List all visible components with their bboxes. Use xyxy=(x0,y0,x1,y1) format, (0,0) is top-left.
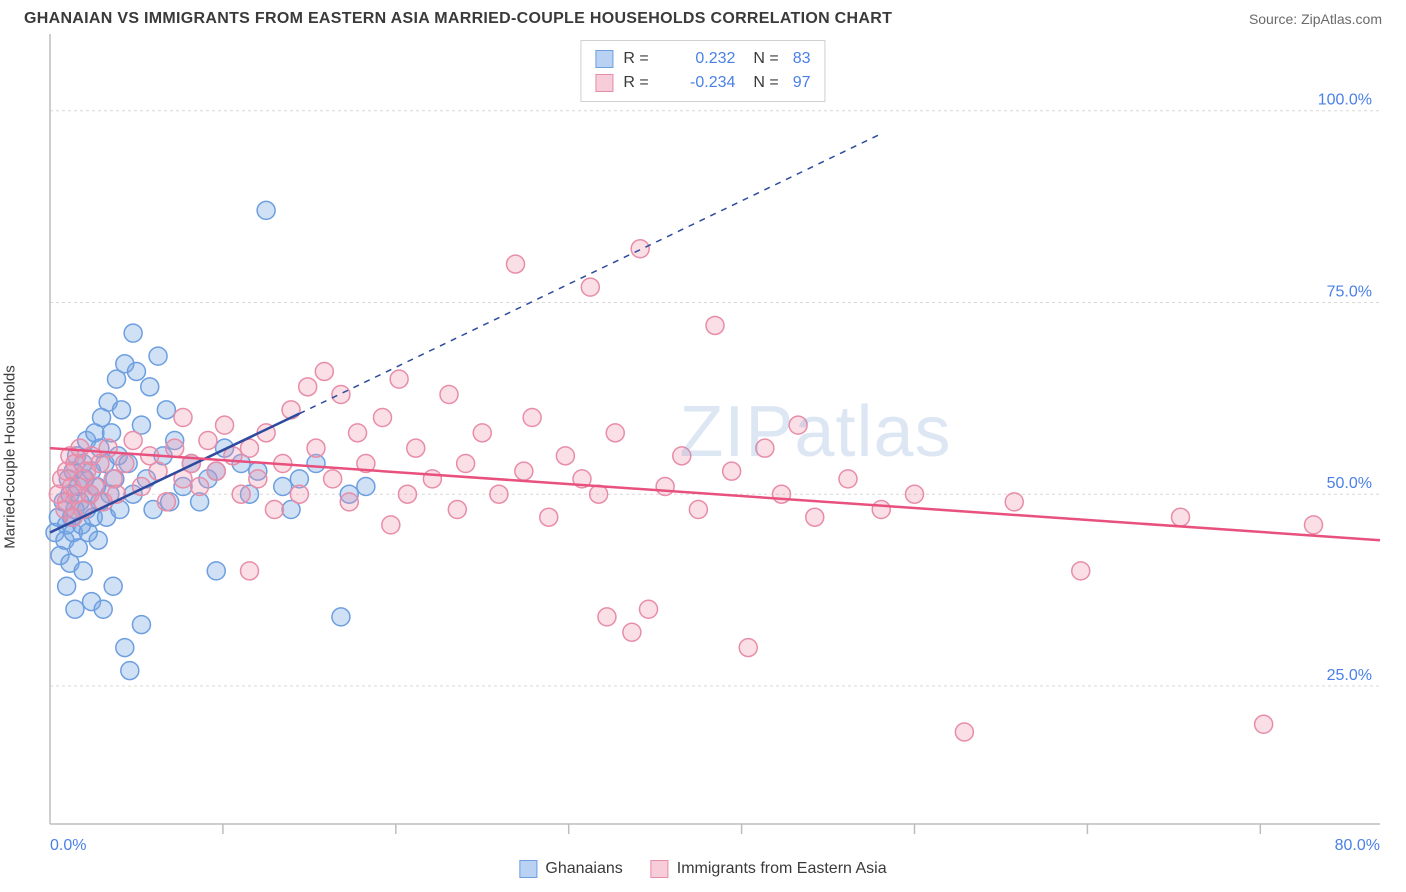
r-value: -0.234 xyxy=(665,71,735,95)
series-legend: Ghanaians Immigrants from Eastern Asia xyxy=(519,860,886,878)
scatter-plot-svg: 25.0% 50.0% 75.0% 100.0% 0.0% 80.0% xyxy=(0,34,1406,854)
series-label: Immigrants from Eastern Asia xyxy=(677,860,887,878)
source-label: Source: ZipAtlas.com xyxy=(1249,11,1382,27)
svg-text:25.0%: 25.0% xyxy=(1327,667,1372,684)
svg-text:0.0%: 0.0% xyxy=(50,837,86,854)
chart-title: GHANAIAN VS IMMIGRANTS FROM EASTERN ASIA… xyxy=(24,10,892,28)
svg-text:50.0%: 50.0% xyxy=(1327,475,1372,492)
n-value: 83 xyxy=(793,47,811,71)
svg-text:100.0%: 100.0% xyxy=(1318,92,1372,109)
chart-area: Married-couple Households 25.0% 50.0% 75.0… xyxy=(0,34,1406,880)
title-bar: GHANAIAN VS IMMIGRANTS FROM EASTERN ASIA… xyxy=(0,0,1406,34)
legend-row: R = 0.232 N = 83 xyxy=(595,47,810,71)
r-value: 0.232 xyxy=(665,47,735,71)
r-label: R = xyxy=(623,71,655,95)
svg-text:80.0%: 80.0% xyxy=(1335,837,1380,854)
legend-swatch xyxy=(519,860,537,878)
series-label: Ghanaians xyxy=(545,860,622,878)
correlation-legend: R = 0.232 N = 83 R = -0.234 N = 97 xyxy=(580,40,825,102)
legend-swatch xyxy=(595,50,613,68)
n-label: N = xyxy=(753,71,778,95)
legend-swatch xyxy=(651,860,669,878)
n-value: 97 xyxy=(793,71,811,95)
y-axis-label: Married-couple Households xyxy=(2,365,19,548)
series-legend-item: Ghanaians xyxy=(519,860,622,878)
r-label: R = xyxy=(623,47,655,71)
legend-row: R = -0.234 N = 97 xyxy=(595,71,810,95)
legend-swatch xyxy=(595,74,613,92)
n-label: N = xyxy=(753,47,778,71)
svg-text:75.0%: 75.0% xyxy=(1327,283,1372,300)
series-legend-item: Immigrants from Eastern Asia xyxy=(651,860,887,878)
